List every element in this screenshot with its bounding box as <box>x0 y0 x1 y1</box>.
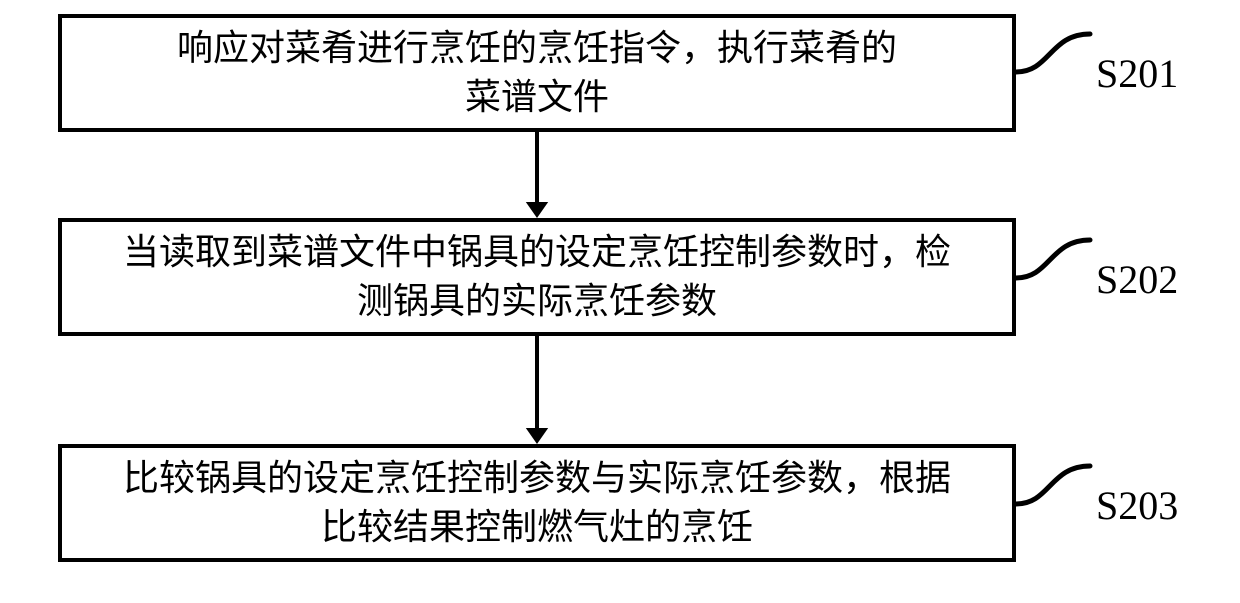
flow-step-s201: 响应对菜肴进行烹饪的烹饪指令，执行菜肴的 菜谱文件 <box>58 14 1016 132</box>
flow-step-s202: 当读取到菜谱文件中锅具的设定烹饪控制参数时，检 测锅具的实际烹饪参数 <box>58 218 1016 336</box>
step-label-l201: S201 <box>1096 50 1178 97</box>
step-label-l203: S203 <box>1096 482 1178 529</box>
flow-step-text: 比较锅具的设定烹饪控制参数与实际烹饪参数，根据 比较结果控制燃气灶的烹饪 <box>123 454 951 551</box>
flow-step-s203: 比较锅具的设定烹饪控制参数与实际烹饪参数，根据 比较结果控制燃气灶的烹饪 <box>58 444 1016 562</box>
flow-step-text: 响应对菜肴进行烹饪的烹饪指令，执行菜肴的 菜谱文件 <box>177 24 897 121</box>
flow-step-text: 当读取到菜谱文件中锅具的设定烹饪控制参数时，检 测锅具的实际烹饪参数 <box>123 228 951 325</box>
arrow-a2 <box>521 336 553 444</box>
step-label-l202: S202 <box>1096 256 1178 303</box>
arrow-a1 <box>521 132 553 218</box>
